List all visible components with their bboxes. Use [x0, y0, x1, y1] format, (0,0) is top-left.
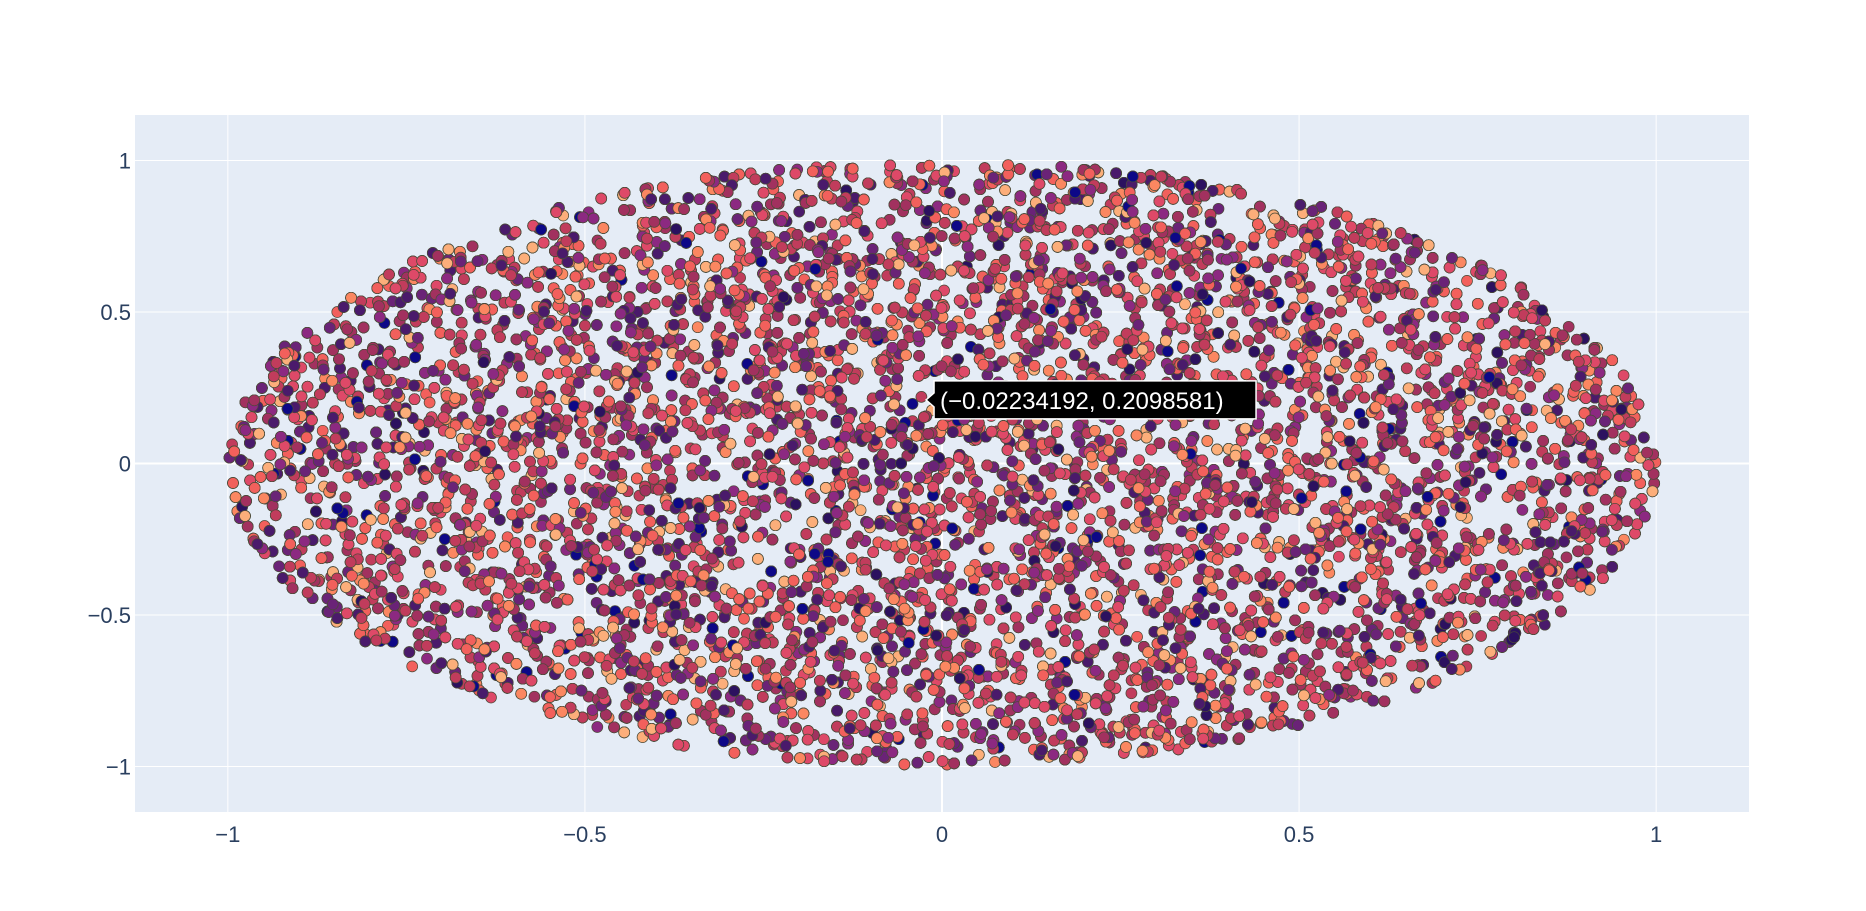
scatter-point[interactable] [1474, 467, 1485, 478]
scatter-point[interactable] [990, 757, 1001, 768]
scatter-point[interactable] [424, 397, 435, 408]
scatter-point[interactable] [1462, 275, 1473, 286]
scatter-point[interactable] [529, 691, 540, 702]
scatter-point[interactable] [1132, 631, 1143, 642]
scatter-point[interactable] [407, 661, 418, 672]
scatter-point[interactable] [437, 545, 448, 556]
scatter-point[interactable] [1542, 590, 1553, 601]
scatter-point[interactable] [1517, 504, 1528, 515]
scatter-point[interactable] [317, 425, 328, 436]
scatter-point[interactable] [739, 613, 750, 624]
scatter-point[interactable] [592, 722, 603, 733]
scatter-point[interactable] [1476, 631, 1487, 642]
scatter-point[interactable] [274, 561, 285, 572]
scatter-point[interactable] [1333, 551, 1344, 562]
scatter-point[interactable] [922, 299, 933, 310]
scatter-point[interactable] [916, 391, 927, 402]
scatter-point[interactable] [1561, 552, 1572, 563]
scatter-point[interactable] [1618, 370, 1629, 381]
scatter-point[interactable] [1308, 565, 1319, 576]
scatter-point[interactable] [1126, 688, 1137, 699]
scatter-point[interactable] [907, 398, 918, 409]
scatter-point[interactable] [818, 734, 829, 745]
scatter-point[interactable] [439, 534, 450, 545]
scatter-point[interactable] [366, 554, 377, 565]
scatter-point[interactable] [692, 322, 703, 333]
scatter-point[interactable] [886, 458, 897, 469]
scatter-point[interactable] [1525, 381, 1536, 392]
scatter-point[interactable] [422, 653, 433, 664]
scatter-point[interactable] [838, 615, 849, 626]
